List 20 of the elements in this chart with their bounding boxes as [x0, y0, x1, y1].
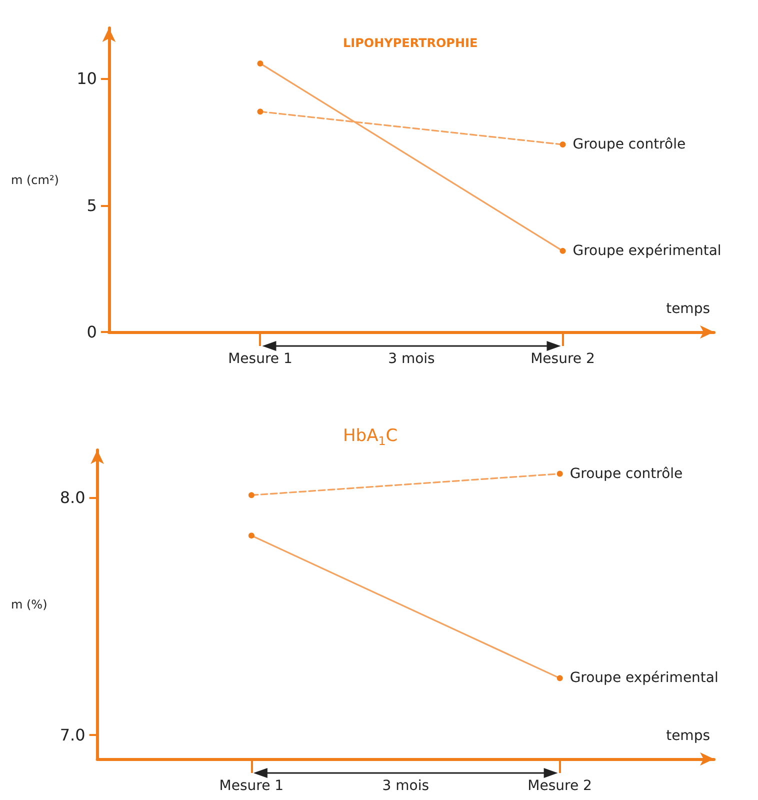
x-tick-label: Mesure 2	[528, 778, 592, 794]
text: 3 mois	[382, 778, 430, 794]
series-label: Groupe contrôle	[570, 466, 683, 482]
y-tick-label: 7.0	[60, 726, 86, 745]
x-tick-label: Mesure 2	[530, 351, 595, 367]
series-label: Groupe contrôle	[572, 136, 686, 153]
y-tick-label: 10	[76, 69, 97, 88]
y-tick-label: 0	[86, 322, 97, 342]
y-tick-label: 8.0	[60, 488, 86, 508]
x-tick-label: Mesure 1	[228, 351, 292, 367]
x-axis-title: temps	[666, 301, 710, 317]
series-label: Groupe expérimental	[570, 670, 718, 686]
text: LIPOHYPERTROPHIE	[343, 36, 478, 50]
y-axis-title: m (%)	[10, 598, 48, 612]
y-tick-label: 5	[86, 196, 97, 215]
text: 3 mois	[388, 351, 435, 367]
series-label: Groupe expérimental	[572, 242, 722, 259]
x-axis-title: temps	[666, 728, 710, 744]
y-axis-title: m (cm²)	[10, 173, 59, 187]
x-tick-label: Mesure 1	[219, 778, 284, 794]
